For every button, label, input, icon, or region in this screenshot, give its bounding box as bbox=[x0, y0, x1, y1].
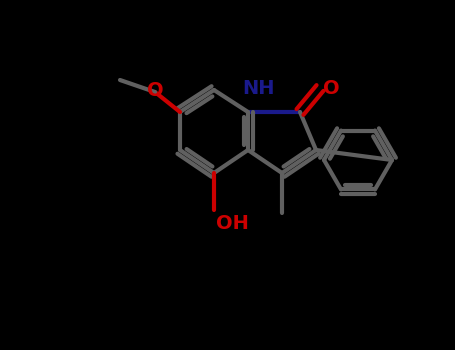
Text: NH: NH bbox=[242, 79, 274, 98]
Text: O: O bbox=[147, 80, 163, 99]
Text: OH: OH bbox=[216, 214, 249, 233]
Text: O: O bbox=[323, 78, 339, 98]
